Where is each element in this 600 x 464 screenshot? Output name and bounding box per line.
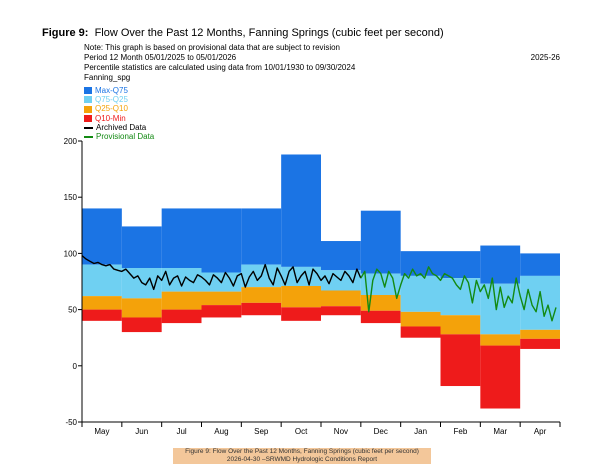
y-tick-label--50: -50 <box>65 418 77 427</box>
caption-line-2: 2026-04-30 –SRWMD Hydrologic Conditions … <box>226 456 378 463</box>
band-q10-min-jul <box>161 309 202 324</box>
x-tick-label-nov: Nov <box>334 427 348 436</box>
station-name: Fanning_spg <box>84 73 131 82</box>
figure-caption: Figure 9: Flow Over the Past 12 Months, … <box>173 448 431 464</box>
band-q25-q10-jul <box>161 291 202 310</box>
band-q10-min-jan <box>400 326 441 338</box>
provisional-note: Note: This graph is based on provisional… <box>84 43 340 52</box>
flow-chart: -50 0 50 100 150 200 May Jun Jul Aug Sep Oct Nov Dec J… <box>64 137 561 436</box>
band-max-q75-mar <box>480 245 521 284</box>
band-q10-min-sep <box>241 302 282 316</box>
legend-item-q25-q10: Q25-Q10 <box>84 104 154 114</box>
provisional-data-line <box>360 266 557 322</box>
figure-title-text: Flow Over the Past 12 Months, Fanning Sp… <box>94 27 444 39</box>
legend-item-max-q75: Max-Q75 <box>84 86 154 95</box>
figure-title: Figure 9: Flow Over the Past 12 Months, … <box>42 27 444 39</box>
band-q75-q25-apr <box>520 275 560 330</box>
y-tick-label-0: 0 <box>73 362 78 371</box>
legend-swatch-q25-q10 <box>84 105 92 113</box>
band-max-q75-jan <box>400 251 441 276</box>
y-tick-label-50: 50 <box>68 306 77 315</box>
band-q10-min-feb <box>440 334 481 387</box>
band-max-q75-nov <box>321 241 361 271</box>
band-q75-q25-feb <box>440 278 481 316</box>
band-q25-q10-jun <box>121 298 162 318</box>
band-q25-q10-jan <box>400 311 441 327</box>
y-tick-label-150: 150 <box>64 193 78 202</box>
legend-swatch-q75-q25 <box>84 96 92 104</box>
legend-swatch-q10-min <box>84 115 92 123</box>
band-q10-min-may <box>82 309 122 321</box>
archived-data-line <box>81 255 362 291</box>
band-max-q75-jun <box>121 226 162 269</box>
water-year-label: 2025-26 <box>530 53 560 62</box>
figure-label: Figure 9: <box>42 27 89 39</box>
band-max-q75-jul <box>161 208 202 269</box>
x-tick-label-aug: Aug <box>214 427 228 436</box>
x-tick-label-jan: Jan <box>414 427 427 436</box>
band-q10-min-apr <box>520 338 560 349</box>
x-tick-label-dec: Dec <box>374 427 388 436</box>
x-tick-label-apr: Apr <box>534 427 547 436</box>
x-tick-label-feb: Feb <box>454 427 468 436</box>
band-max-q75-dec <box>360 210 401 274</box>
band-q25-q10-nov <box>321 290 361 307</box>
legend-item-provisional: Provisional Data <box>84 132 154 141</box>
legend-item-archived: Archived Data <box>84 123 154 132</box>
legend-label-max-q75: Max-Q75 <box>95 85 128 95</box>
band-q10-min-nov <box>321 306 361 316</box>
band-q75-q25-jul <box>161 268 202 292</box>
band-q25-q10-may <box>82 296 122 310</box>
band-q25-q10-aug <box>201 291 242 306</box>
band-q10-min-mar <box>480 345 521 409</box>
band-q25-q10-sep <box>241 287 282 303</box>
legend-label-q10-min: Q10-Min <box>95 113 126 123</box>
x-tick-label-may: May <box>94 427 109 436</box>
band-max-q75-oct <box>281 154 321 267</box>
band-q25-q10-oct <box>281 285 321 308</box>
chart-legend: Max-Q75 Q75-Q25 Q25-Q10 Q10-Min Archived… <box>84 86 154 142</box>
band-max-q75-feb <box>440 251 481 279</box>
band-max-q75-aug <box>201 208 242 273</box>
percentile-note: Percentile statistics are calculated usi… <box>84 63 356 72</box>
band-max-q75-may <box>82 208 122 265</box>
x-tick-label-mar: Mar <box>493 427 507 436</box>
x-tick-label-jul: Jul <box>176 427 186 436</box>
y-tick-label-200: 200 <box>64 137 78 146</box>
legend-item-q75-q25: Q75-Q25 <box>84 95 154 104</box>
y-tick-label-100: 100 <box>64 249 78 258</box>
legend-label-provisional: Provisional Data <box>96 132 155 142</box>
legend-line-archived <box>84 126 93 129</box>
band-q10-min-dec <box>360 310 401 324</box>
band-q10-min-jun <box>121 317 162 333</box>
band-q10-min-oct <box>281 307 321 321</box>
legend-label-q75-q25: Q75-Q25 <box>95 94 128 104</box>
band-q75-q25-dec <box>360 273 401 295</box>
legend-swatch-max-q75 <box>84 87 92 95</box>
x-tick-label-sep: Sep <box>254 427 269 436</box>
band-max-q75-apr <box>520 253 560 276</box>
band-q25-q10-feb <box>440 315 481 335</box>
band-q25-q10-apr <box>520 329 560 339</box>
band-q75-q25-jan <box>400 275 441 312</box>
legend-line-provisional <box>84 136 93 139</box>
legend-label-archived: Archived Data <box>96 122 147 132</box>
caption-line-1: Figure 9: Flow Over the Past 12 Months, … <box>185 448 419 455</box>
legend-label-q25-q10: Q25-Q10 <box>95 104 128 114</box>
band-q10-min-aug <box>201 305 242 318</box>
legend-item-q10-min: Q10-Min <box>84 114 154 123</box>
x-tick-label-oct: Oct <box>295 427 308 436</box>
band-q25-q10-mar <box>480 334 521 346</box>
x-tick-label-jun: Jun <box>135 427 148 436</box>
band-max-q75-sep <box>241 208 282 265</box>
period-note: Period 12 Month 05/01/2025 to 05/01/2026 <box>84 53 237 62</box>
